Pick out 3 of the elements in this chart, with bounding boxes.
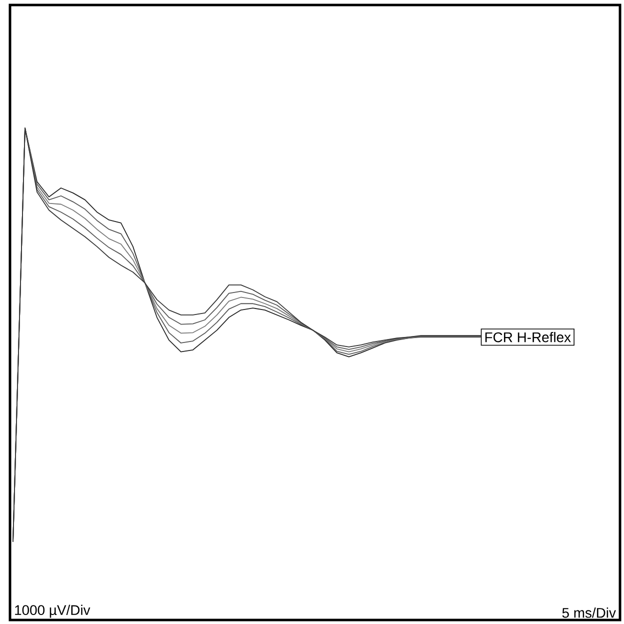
annotation: 1000 µV/Div [15, 604, 90, 618]
annotation: FCR H-Reflex [485, 332, 571, 342]
text: 5 ms/Div [562, 608, 616, 618]
